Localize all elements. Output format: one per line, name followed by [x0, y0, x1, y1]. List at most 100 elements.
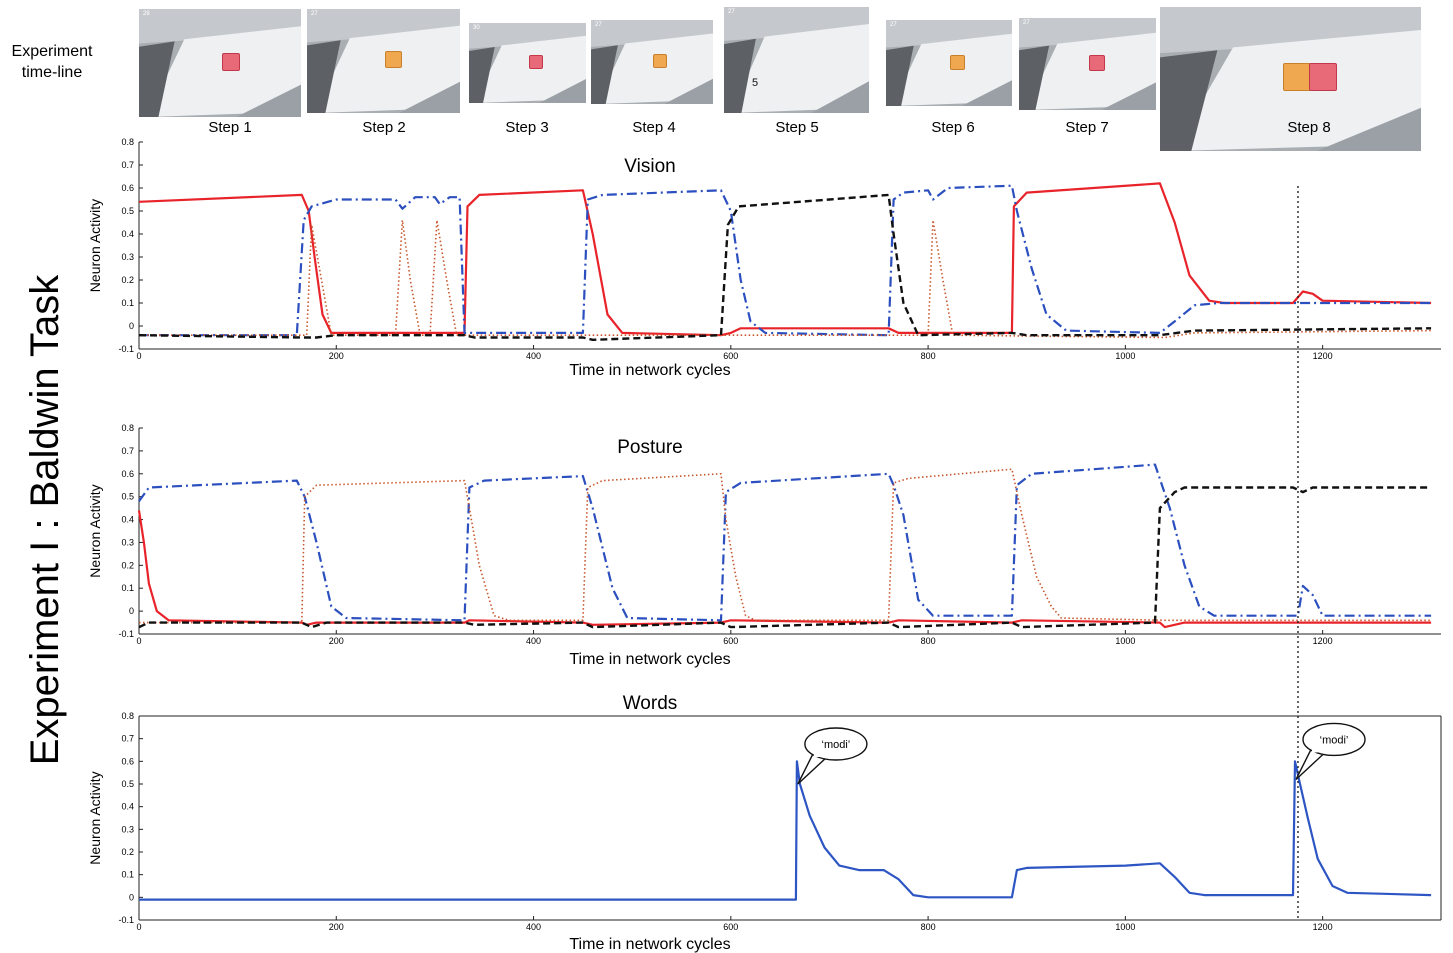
- x-tick-label: 0: [136, 636, 141, 646]
- step-label: Step 4: [632, 119, 675, 136]
- y-tick-label: 0.2: [121, 847, 134, 857]
- charts: -0.100.10.20.30.40.50.60.70.80 200 400 600 8…: [87, 137, 1442, 953]
- y-tick-label: 0.7: [121, 160, 134, 170]
- y-tick-label: 0: [129, 892, 134, 902]
- chart-words: -0.100.10.20.30.40.50.60.70.80 200 400 600 8…: [87, 693, 1442, 953]
- x-tick-label: 600: [723, 636, 738, 646]
- timeline-photo: [1160, 7, 1421, 151]
- chart-title: Words: [623, 693, 678, 714]
- step-label: Step 1: [208, 119, 251, 136]
- step-label: Step 8: [1287, 119, 1330, 136]
- series-line-solid: [138, 182, 1432, 337]
- timeline-photo: 27: [1019, 18, 1156, 110]
- y-tick-label: 0.4: [121, 229, 134, 239]
- y-tick-label: 0.1: [121, 298, 134, 308]
- x-tick-label: 0: [136, 351, 141, 361]
- annotation-label: ‘modi’: [822, 739, 851, 751]
- frame-overlay-text: 5: [752, 76, 759, 89]
- x-axis-label: Time in network cycles: [569, 362, 730, 379]
- orange-object-icon: [1282, 63, 1311, 92]
- x-tick-label: 1200: [1313, 351, 1333, 361]
- speech-bubble-join: [813, 748, 828, 757]
- step-label: Step 7: [1065, 119, 1108, 136]
- timeline-label-line2: time-line: [22, 64, 83, 81]
- y-tick-label: 0.7: [121, 446, 134, 456]
- series-line-dashed: [138, 486, 1432, 629]
- x-tick-label: 200: [329, 351, 344, 361]
- y-tick-label: 0.1: [121, 870, 134, 880]
- experiment-title: Experiment I : Baldwin Task: [23, 274, 67, 766]
- series-line-dashdot: [138, 463, 1432, 622]
- x-tick-label: 600: [723, 351, 738, 361]
- series-line-solid: [137, 510, 1432, 629]
- orange-object-icon: [950, 54, 966, 70]
- y-tick-label: 0.3: [121, 252, 134, 262]
- x-tick-label: 1000: [1115, 351, 1135, 361]
- y-tick-label: 0.4: [121, 515, 134, 525]
- frame-number: 27: [595, 22, 602, 28]
- timeline-photo: 30: [469, 23, 586, 103]
- timeline-label-line1: Experiment: [12, 43, 93, 60]
- chart-title: Vision: [624, 156, 675, 177]
- timeline-photo: 27: [591, 20, 713, 104]
- x-axis-label: Time in network cycles: [569, 651, 730, 668]
- y-tick-label: -0.1: [118, 629, 134, 639]
- step-label: Step 5: [775, 119, 818, 136]
- frame-number: 27: [1023, 20, 1030, 26]
- speech-bubble-join: [1312, 743, 1327, 753]
- x-tick-label: 600: [723, 922, 738, 932]
- frame-number: 30: [473, 25, 480, 31]
- annotation-label: ‘modi’: [1320, 734, 1349, 746]
- x-tick-label: 1200: [1313, 636, 1333, 646]
- series-line-dashdot: [139, 184, 1432, 337]
- x-tick-label: 400: [526, 351, 541, 361]
- chart-vision: -0.100.10.20.30.40.50.60.70.80 200 400 600 8…: [87, 137, 1441, 379]
- timeline-photo: 28: [139, 9, 301, 117]
- y-tick-label: 0.2: [121, 560, 134, 570]
- orange-object-icon: [385, 51, 403, 69]
- x-tick-label: 0: [136, 922, 141, 932]
- y-axis-label: Neuron Activity: [87, 484, 103, 577]
- red-object-icon: [221, 52, 240, 71]
- y-tick-label: 0: [129, 606, 134, 616]
- series-line-dotted: [139, 219, 1432, 339]
- y-tick-label: 0: [129, 321, 134, 331]
- chart-title: Posture: [617, 437, 682, 458]
- frame-number: 27: [890, 22, 897, 28]
- x-tick-label: 400: [526, 636, 541, 646]
- orange-object-icon: [653, 54, 668, 69]
- y-tick-label: 0.5: [121, 206, 134, 216]
- step-label: Step 3: [505, 119, 548, 136]
- x-tick-label: 400: [526, 922, 541, 932]
- series-line-solid: [139, 760, 1432, 901]
- red-object-icon: [1308, 63, 1337, 92]
- x-tick-label: 800: [921, 351, 936, 361]
- y-tick-label: 0.3: [121, 537, 134, 547]
- x-axis-label: Time in network cycles: [569, 936, 730, 953]
- timeline-photo: 27: [307, 9, 460, 113]
- timeline-photo: 27: [886, 20, 1012, 106]
- x-tick-label: 1200: [1313, 922, 1333, 932]
- x-tick-label: 800: [921, 636, 936, 646]
- y-axis-label: Neuron Activity: [87, 771, 103, 864]
- step-label: Step 2: [362, 119, 405, 136]
- x-tick-label: 1000: [1115, 636, 1135, 646]
- x-tick-label: 1000: [1115, 922, 1135, 932]
- timeline-photo: 27 5: [724, 7, 869, 113]
- series-line-dashed: [138, 193, 1432, 341]
- y-tick-label: -0.1: [118, 915, 134, 925]
- x-tick-label: 800: [921, 922, 936, 932]
- y-tick-label: 0.6: [121, 183, 134, 193]
- red-object-icon: [1088, 55, 1105, 72]
- x-tick-label: 200: [329, 636, 344, 646]
- frame-number: 27: [311, 11, 318, 17]
- step-labels: Step 1 Step 2 Step 3 Step 4 Step 5 Step 6 Step…: [208, 119, 1330, 136]
- frame-number: 28: [143, 11, 150, 17]
- y-tick-label: 0.8: [121, 423, 134, 433]
- y-axis-label: Neuron Activity: [87, 199, 103, 292]
- y-tick-label: 0.2: [121, 275, 134, 285]
- frame-number: 27: [728, 9, 735, 15]
- y-tick-label: 0.6: [121, 469, 134, 479]
- y-tick-label: 0.7: [121, 734, 134, 744]
